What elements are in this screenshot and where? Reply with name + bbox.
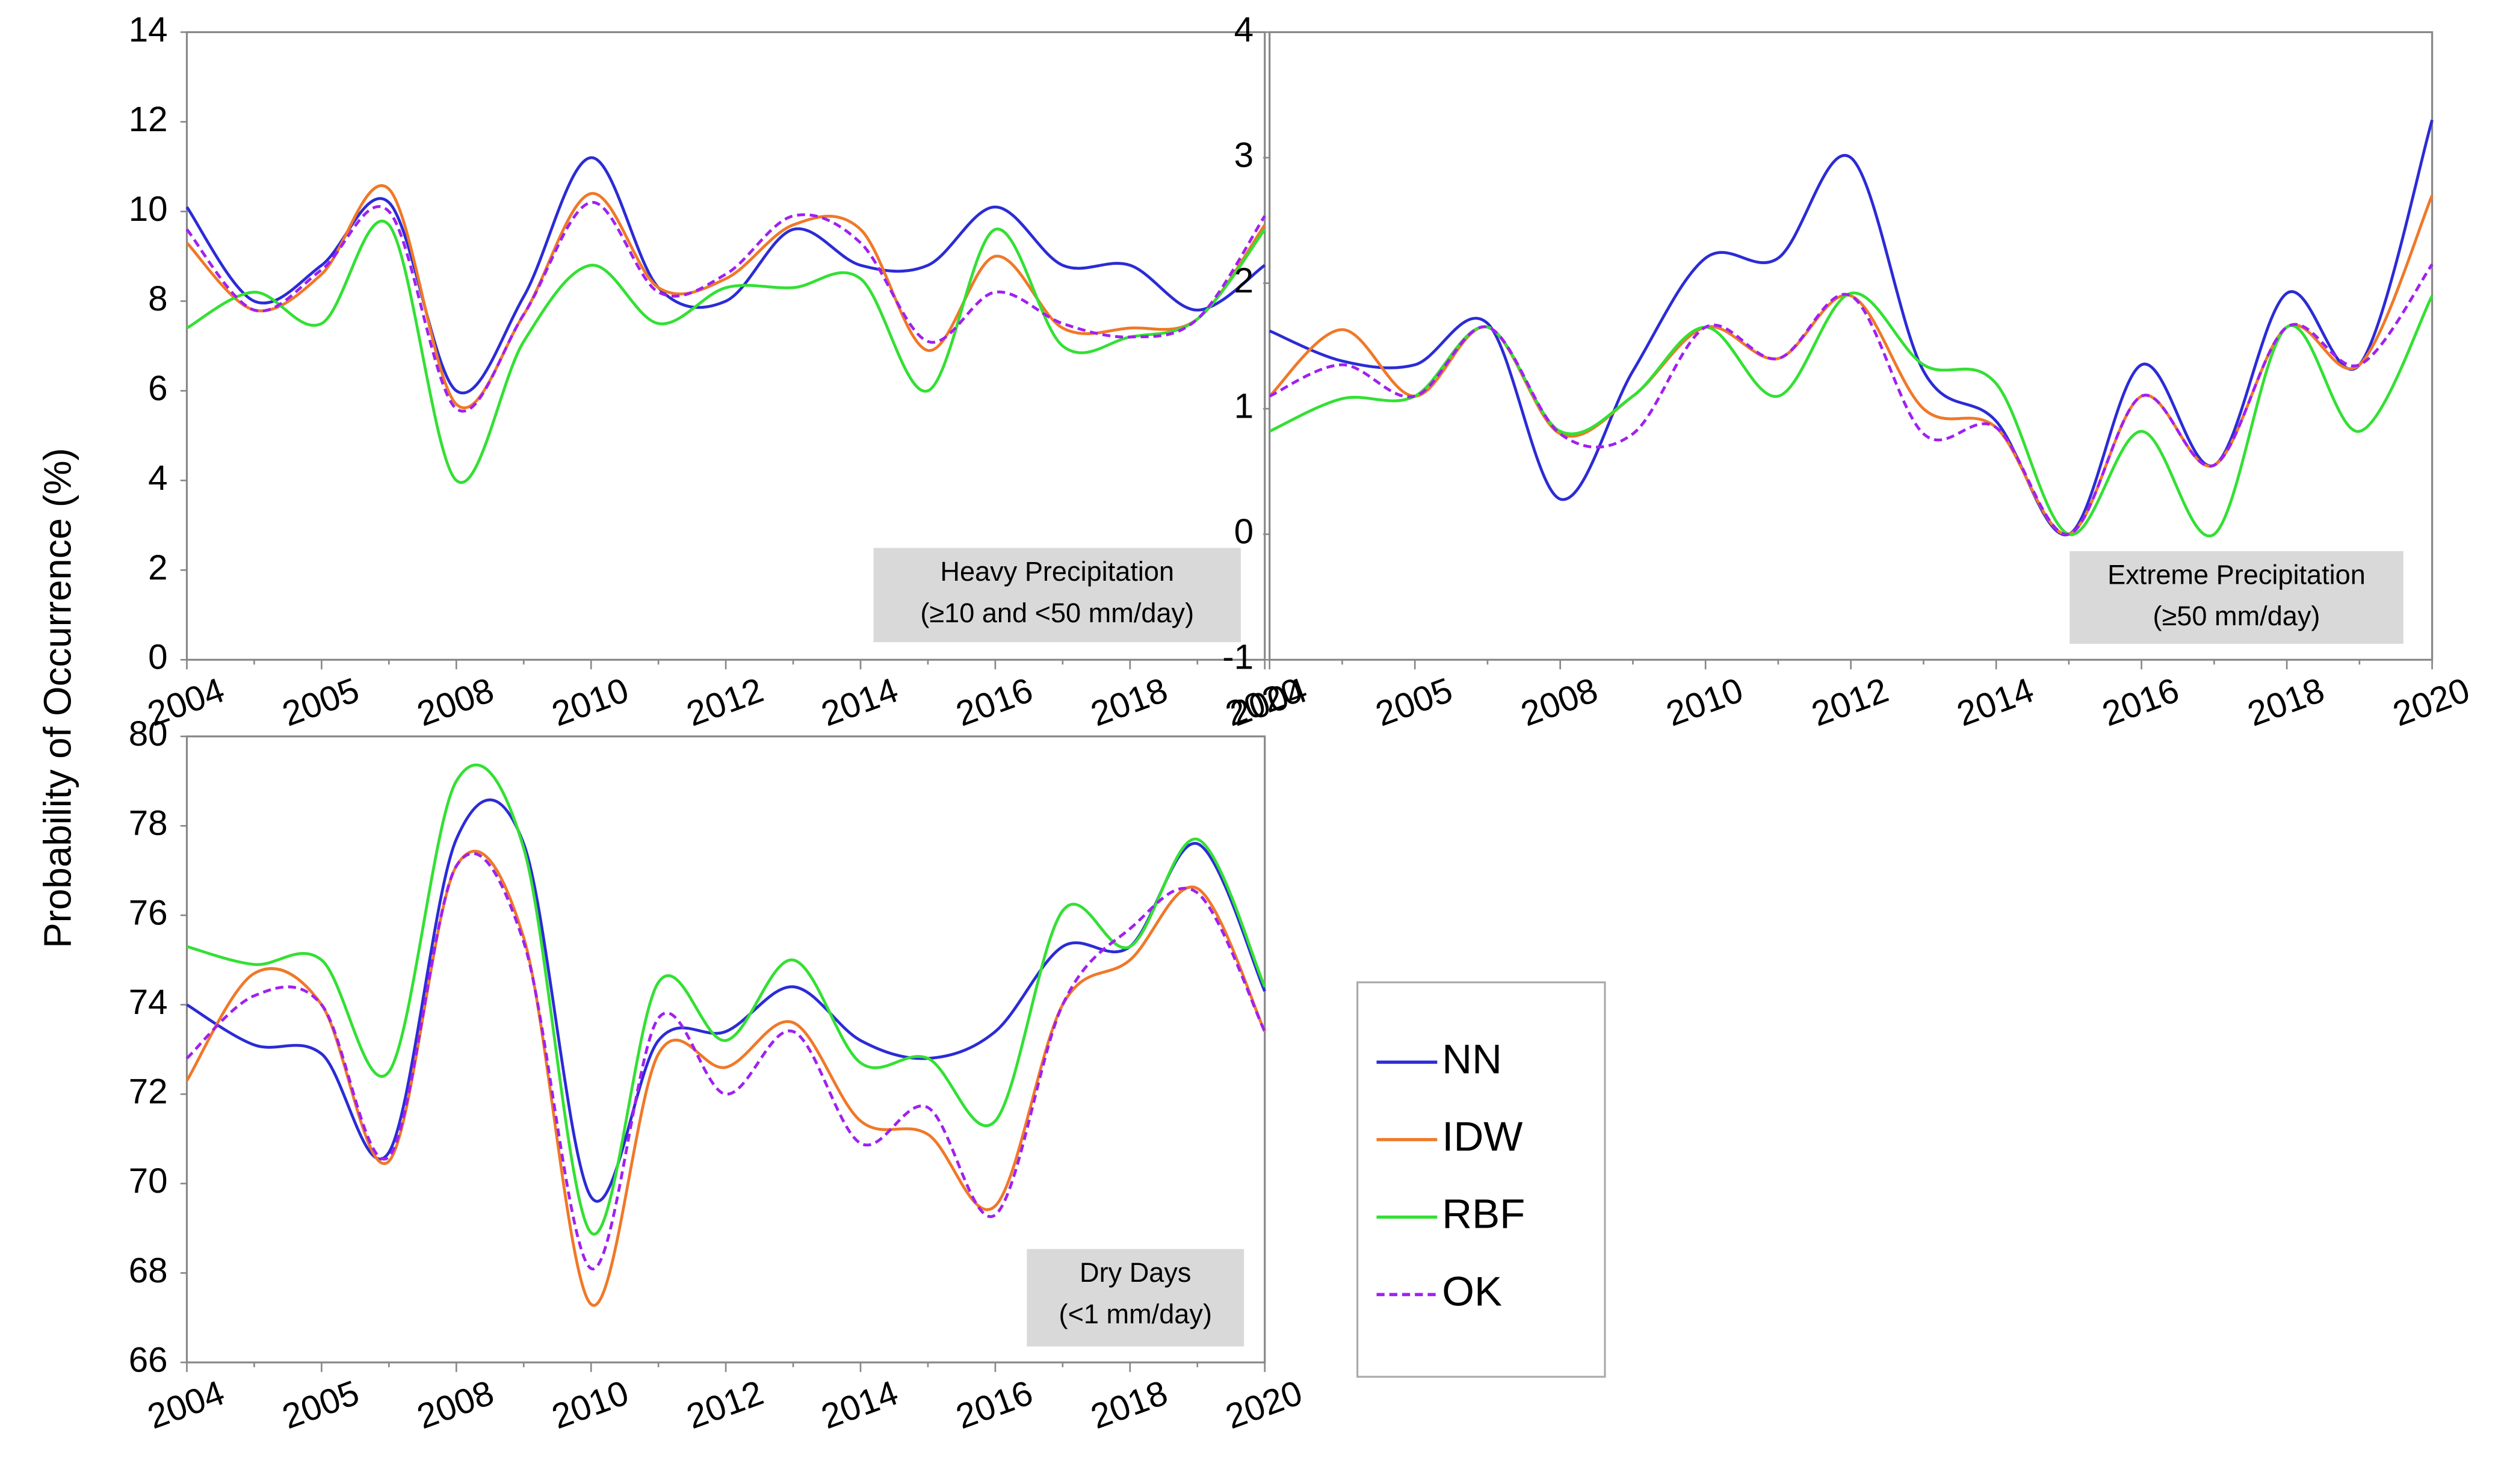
series-line <box>1269 119 2434 537</box>
x-tick-label: 2004 <box>143 1373 229 1437</box>
x-tick-label: 2012 <box>682 1373 768 1437</box>
y-tick-label: 78 <box>129 804 168 843</box>
x-tick-label: 2014 <box>816 670 903 734</box>
annotation: Heavy Precipitation <box>940 556 1174 587</box>
series-line <box>185 850 1266 1307</box>
annotation-box <box>1027 1249 1244 1347</box>
series-line <box>185 184 1266 410</box>
legend-label: OK <box>1442 1268 1502 1314</box>
x-tick-label: 2018 <box>1086 670 1172 734</box>
x-tick-label: 2020 <box>1220 1373 1307 1437</box>
y-tick-label: 70 <box>129 1161 168 1201</box>
annotation-box <box>2070 551 2404 644</box>
annotation: (<1 mm/day) <box>1059 1299 1212 1329</box>
x-tick-label: 2005 <box>277 670 364 734</box>
y-tick-label: 0 <box>148 638 167 677</box>
series-line <box>1269 291 2434 537</box>
y-tick-label: 3 <box>1234 135 1254 175</box>
x-tick-label: 2016 <box>2097 670 2184 734</box>
legend-label: IDW <box>1442 1113 1522 1160</box>
series-line <box>185 852 1266 1270</box>
annotation: (≥50 mm/day) <box>2153 601 2320 631</box>
y-tick-label: 80 <box>129 714 168 753</box>
y-tick-label: 68 <box>129 1251 168 1290</box>
x-tick-label: 2014 <box>1952 670 2039 734</box>
y-tick-label: 4 <box>148 459 167 498</box>
series-line <box>1269 263 2434 536</box>
x-tick-label: 2008 <box>412 670 499 734</box>
y-tick-label: 66 <box>129 1340 168 1379</box>
x-tick-label: 2018 <box>1086 1373 1172 1437</box>
series-line <box>186 763 1266 1236</box>
y-tick-label: 76 <box>129 893 168 932</box>
y-tick-label: 4 <box>1234 10 1254 49</box>
x-tick-label: 2008 <box>412 1373 499 1437</box>
y-axis-title: Probability of Occurrence (%) <box>37 448 79 948</box>
legend-label: NN <box>1442 1036 1502 1082</box>
series-line <box>186 219 1266 484</box>
x-tick-label: 2010 <box>547 670 634 734</box>
x-tick-label: 2005 <box>277 1373 364 1437</box>
series-line <box>185 201 1266 413</box>
annotation: Dry Days <box>1080 1257 1191 1288</box>
y-tick-label: 6 <box>148 369 167 408</box>
y-tick-label: 2 <box>1234 261 1254 300</box>
x-tick-label: 2008 <box>1516 670 1603 734</box>
annotation-box <box>873 548 1241 643</box>
y-tick-label: 10 <box>129 190 168 229</box>
x-tick-label: 2010 <box>1662 670 1748 734</box>
y-tick-label: 14 <box>129 10 168 49</box>
x-tick-label: 2012 <box>682 670 768 734</box>
x-tick-label: 2018 <box>2243 670 2329 734</box>
x-tick-label: 2016 <box>951 670 1037 734</box>
y-tick-label: 0 <box>1234 512 1254 551</box>
x-tick-label: 2016 <box>951 1373 1037 1437</box>
y-tick-label: 1 <box>1234 387 1254 426</box>
annotation: (≥10 and <50 mm/day) <box>920 598 1194 628</box>
x-tick-label: 2020 <box>2388 670 2475 734</box>
x-tick-label: 2005 <box>1371 670 1458 734</box>
y-tick-label: 72 <box>129 1072 168 1111</box>
series-line <box>186 798 1266 1203</box>
y-tick-label: 8 <box>148 279 167 318</box>
legend-label: RBF <box>1442 1191 1525 1237</box>
annotation: Extreme Precipitation <box>2107 559 2366 590</box>
x-tick-label: 2010 <box>547 1373 634 1437</box>
y-tick-label: 12 <box>129 100 168 139</box>
x-tick-label: 2012 <box>1807 670 1893 734</box>
y-tick-label: 74 <box>129 983 168 1022</box>
y-tick-label: 2 <box>148 548 167 587</box>
y-tick-label: -1 <box>1222 638 1254 677</box>
x-tick-label: 2014 <box>816 1373 903 1437</box>
legend-box <box>1356 981 1606 1378</box>
